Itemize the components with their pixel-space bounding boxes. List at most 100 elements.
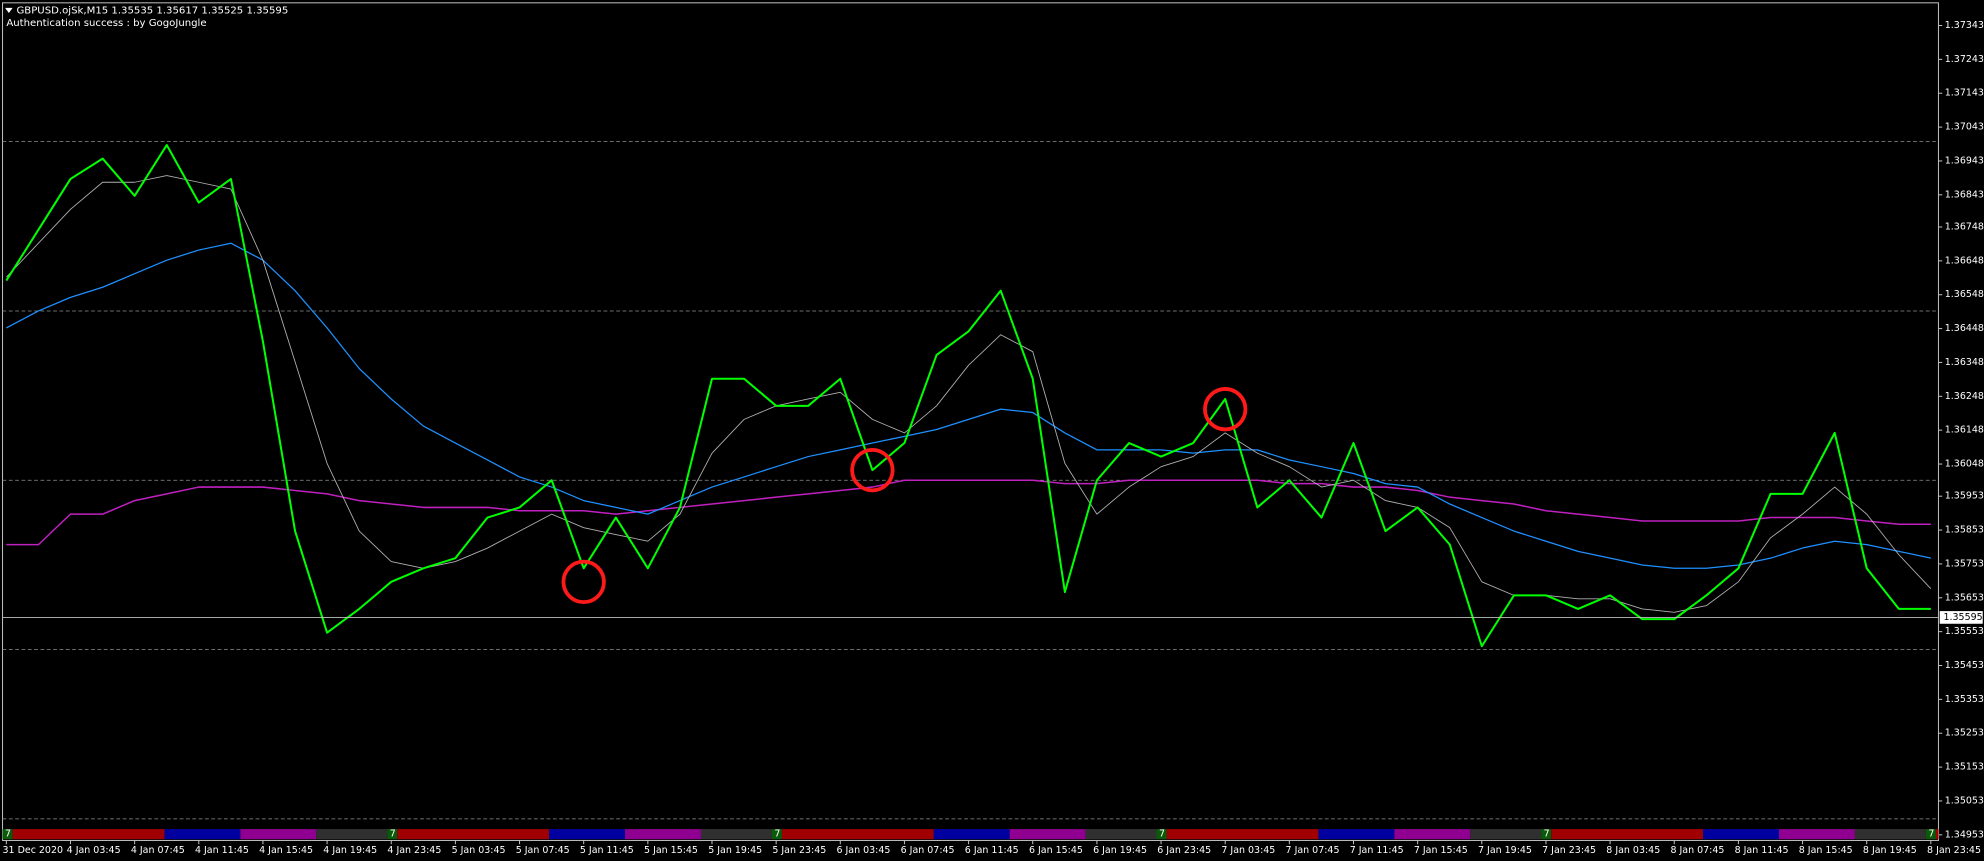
y-tick-label: 1.35953 — [1945, 491, 1984, 502]
plot-frame — [2, 2, 1939, 841]
y-tick-label: 1.35553 — [1945, 626, 1984, 637]
y-tick-label: 1.36448 — [1945, 323, 1984, 334]
x-tick-label: 6 Jan 23:45 — [1157, 845, 1211, 856]
last-price-box — [1939, 611, 1983, 624]
session-segment — [625, 829, 701, 840]
y-tick-label: 1.37243 — [1945, 54, 1984, 65]
x-tick-label: 4 Jan 03:45 — [67, 845, 121, 856]
x-tick-label: 6 Jan 19:45 — [1093, 845, 1147, 856]
session-segment — [1551, 829, 1704, 840]
x-tick-label: 6 Jan 07:45 — [901, 845, 955, 856]
x-tick-label: 8 Jan 23:45 — [1927, 845, 1981, 856]
y-tick-label: 1.35853 — [1945, 525, 1984, 536]
series-line — [6, 175, 1932, 613]
x-tick-label: 4 Jan 11:45 — [195, 845, 249, 856]
x-tick-label: 7 Jan 23:45 — [1542, 845, 1596, 856]
y-tick-label: 1.36548 — [1945, 289, 1984, 300]
x-tick-label: 7 Jan 11:45 — [1350, 845, 1404, 856]
session-segment — [316, 829, 388, 840]
x-tick-label: 4 Jan 19:45 — [323, 845, 377, 856]
y-tick-label: 1.34953 — [1945, 829, 1984, 840]
session-label: 7 — [1159, 829, 1165, 840]
x-tick-label: 6 Jan 15:45 — [1029, 845, 1083, 856]
session-segment — [700, 829, 772, 840]
x-tick-label: 31 Dec 2020 — [3, 845, 64, 856]
menu-arrow[interactable] — [5, 7, 13, 13]
session-segment — [1925, 829, 1936, 840]
y-tick-label: 1.36748 — [1945, 221, 1984, 232]
x-tick-label: 8 Jan 15:45 — [1799, 845, 1853, 856]
session-segment — [1394, 829, 1471, 840]
x-tick-label: 6 Jan 11:45 — [965, 845, 1019, 856]
session-segment — [1009, 829, 1086, 840]
y-tick-label: 1.36843 — [1945, 189, 1984, 200]
x-tick-label: 7 Jan 07:45 — [1286, 845, 1340, 856]
session-segment — [933, 829, 1010, 840]
session-segment — [1156, 829, 1167, 840]
x-tick-label: 8 Jan 07:45 — [1670, 845, 1724, 856]
session-segment — [240, 829, 317, 840]
session-label: 7 — [5, 829, 11, 840]
y-tick-label: 1.36348 — [1945, 357, 1984, 368]
session-segment — [1166, 829, 1319, 840]
session-segment — [12, 829, 165, 840]
session-segment — [1703, 829, 1780, 840]
y-tick-label: 1.35053 — [1945, 795, 1984, 806]
x-tick-label: 5 Jan 23:45 — [772, 845, 826, 856]
signal-circle — [561, 559, 606, 605]
session-segment — [387, 829, 398, 840]
y-tick-label: 1.36148 — [1945, 425, 1984, 436]
x-tick-label: 8 Jan 03:45 — [1606, 845, 1660, 856]
chart-title: GBPUSD.ojSk,M15 1.35535 1.35617 1.35525 … — [16, 5, 288, 16]
x-tick-label: 7 Jan 03:45 — [1221, 845, 1275, 856]
series-line — [6, 242, 1931, 569]
y-tick-label: 1.35353 — [1945, 694, 1984, 705]
chart-subtitle: Authentication success : by GogoJungle — [6, 18, 206, 29]
x-tick-label: 5 Jan 03:45 — [452, 845, 506, 856]
y-tick-label: 1.35153 — [1945, 762, 1984, 773]
x-tick-label: 8 Jan 19:45 — [1863, 845, 1917, 856]
signal-circle — [850, 447, 895, 493]
y-tick-label: 1.37143 — [1945, 88, 1984, 99]
y-tick-label: 1.35253 — [1945, 728, 1984, 739]
series-line — [6, 479, 1931, 546]
session-segment — [2, 829, 13, 840]
y-tick-label: 1.35453 — [1945, 660, 1984, 671]
x-tick-label: 7 Jan 15:45 — [1414, 845, 1468, 856]
session-label: 7 — [774, 829, 780, 840]
session-segment — [771, 829, 782, 840]
session-segment — [1779, 829, 1855, 840]
session-label: 7 — [1928, 829, 1934, 840]
session-segment — [1541, 829, 1552, 840]
x-tick-label: 5 Jan 07:45 — [516, 845, 570, 856]
y-tick-label: 1.36048 — [1945, 459, 1984, 470]
y-tick-label: 1.36648 — [1945, 255, 1984, 266]
x-tick-label: 4 Jan 07:45 — [131, 845, 185, 856]
session-segment — [1854, 829, 1926, 840]
y-tick-label: 1.35653 — [1945, 592, 1984, 603]
session-segment — [1935, 829, 1939, 840]
y-tick-label: 1.36943 — [1945, 155, 1984, 166]
x-tick-label: 7 Jan 19:45 — [1478, 845, 1532, 856]
session-segment — [164, 829, 241, 840]
session-segment — [781, 829, 934, 840]
x-tick-label: 5 Jan 15:45 — [644, 845, 698, 856]
x-tick-label: 4 Jan 23:45 — [387, 845, 441, 856]
session-segment — [1470, 829, 1542, 840]
x-tick-label: 6 Jan 03:45 — [836, 845, 890, 856]
session-segment — [397, 829, 550, 840]
session-segment — [1318, 829, 1395, 840]
session-segment — [1085, 829, 1157, 840]
x-tick-label: 8 Jan 11:45 — [1735, 845, 1789, 856]
signal-circle — [1203, 387, 1248, 432]
series-line — [5, 144, 1931, 648]
y-tick-label: 1.35753 — [1945, 558, 1984, 569]
session-segment — [549, 829, 626, 840]
y-tick-label: 1.37043 — [1945, 122, 1984, 133]
session-label: 7 — [390, 829, 396, 840]
y-tick-label: 1.36248 — [1945, 391, 1984, 402]
x-tick-label: 5 Jan 19:45 — [708, 845, 762, 856]
